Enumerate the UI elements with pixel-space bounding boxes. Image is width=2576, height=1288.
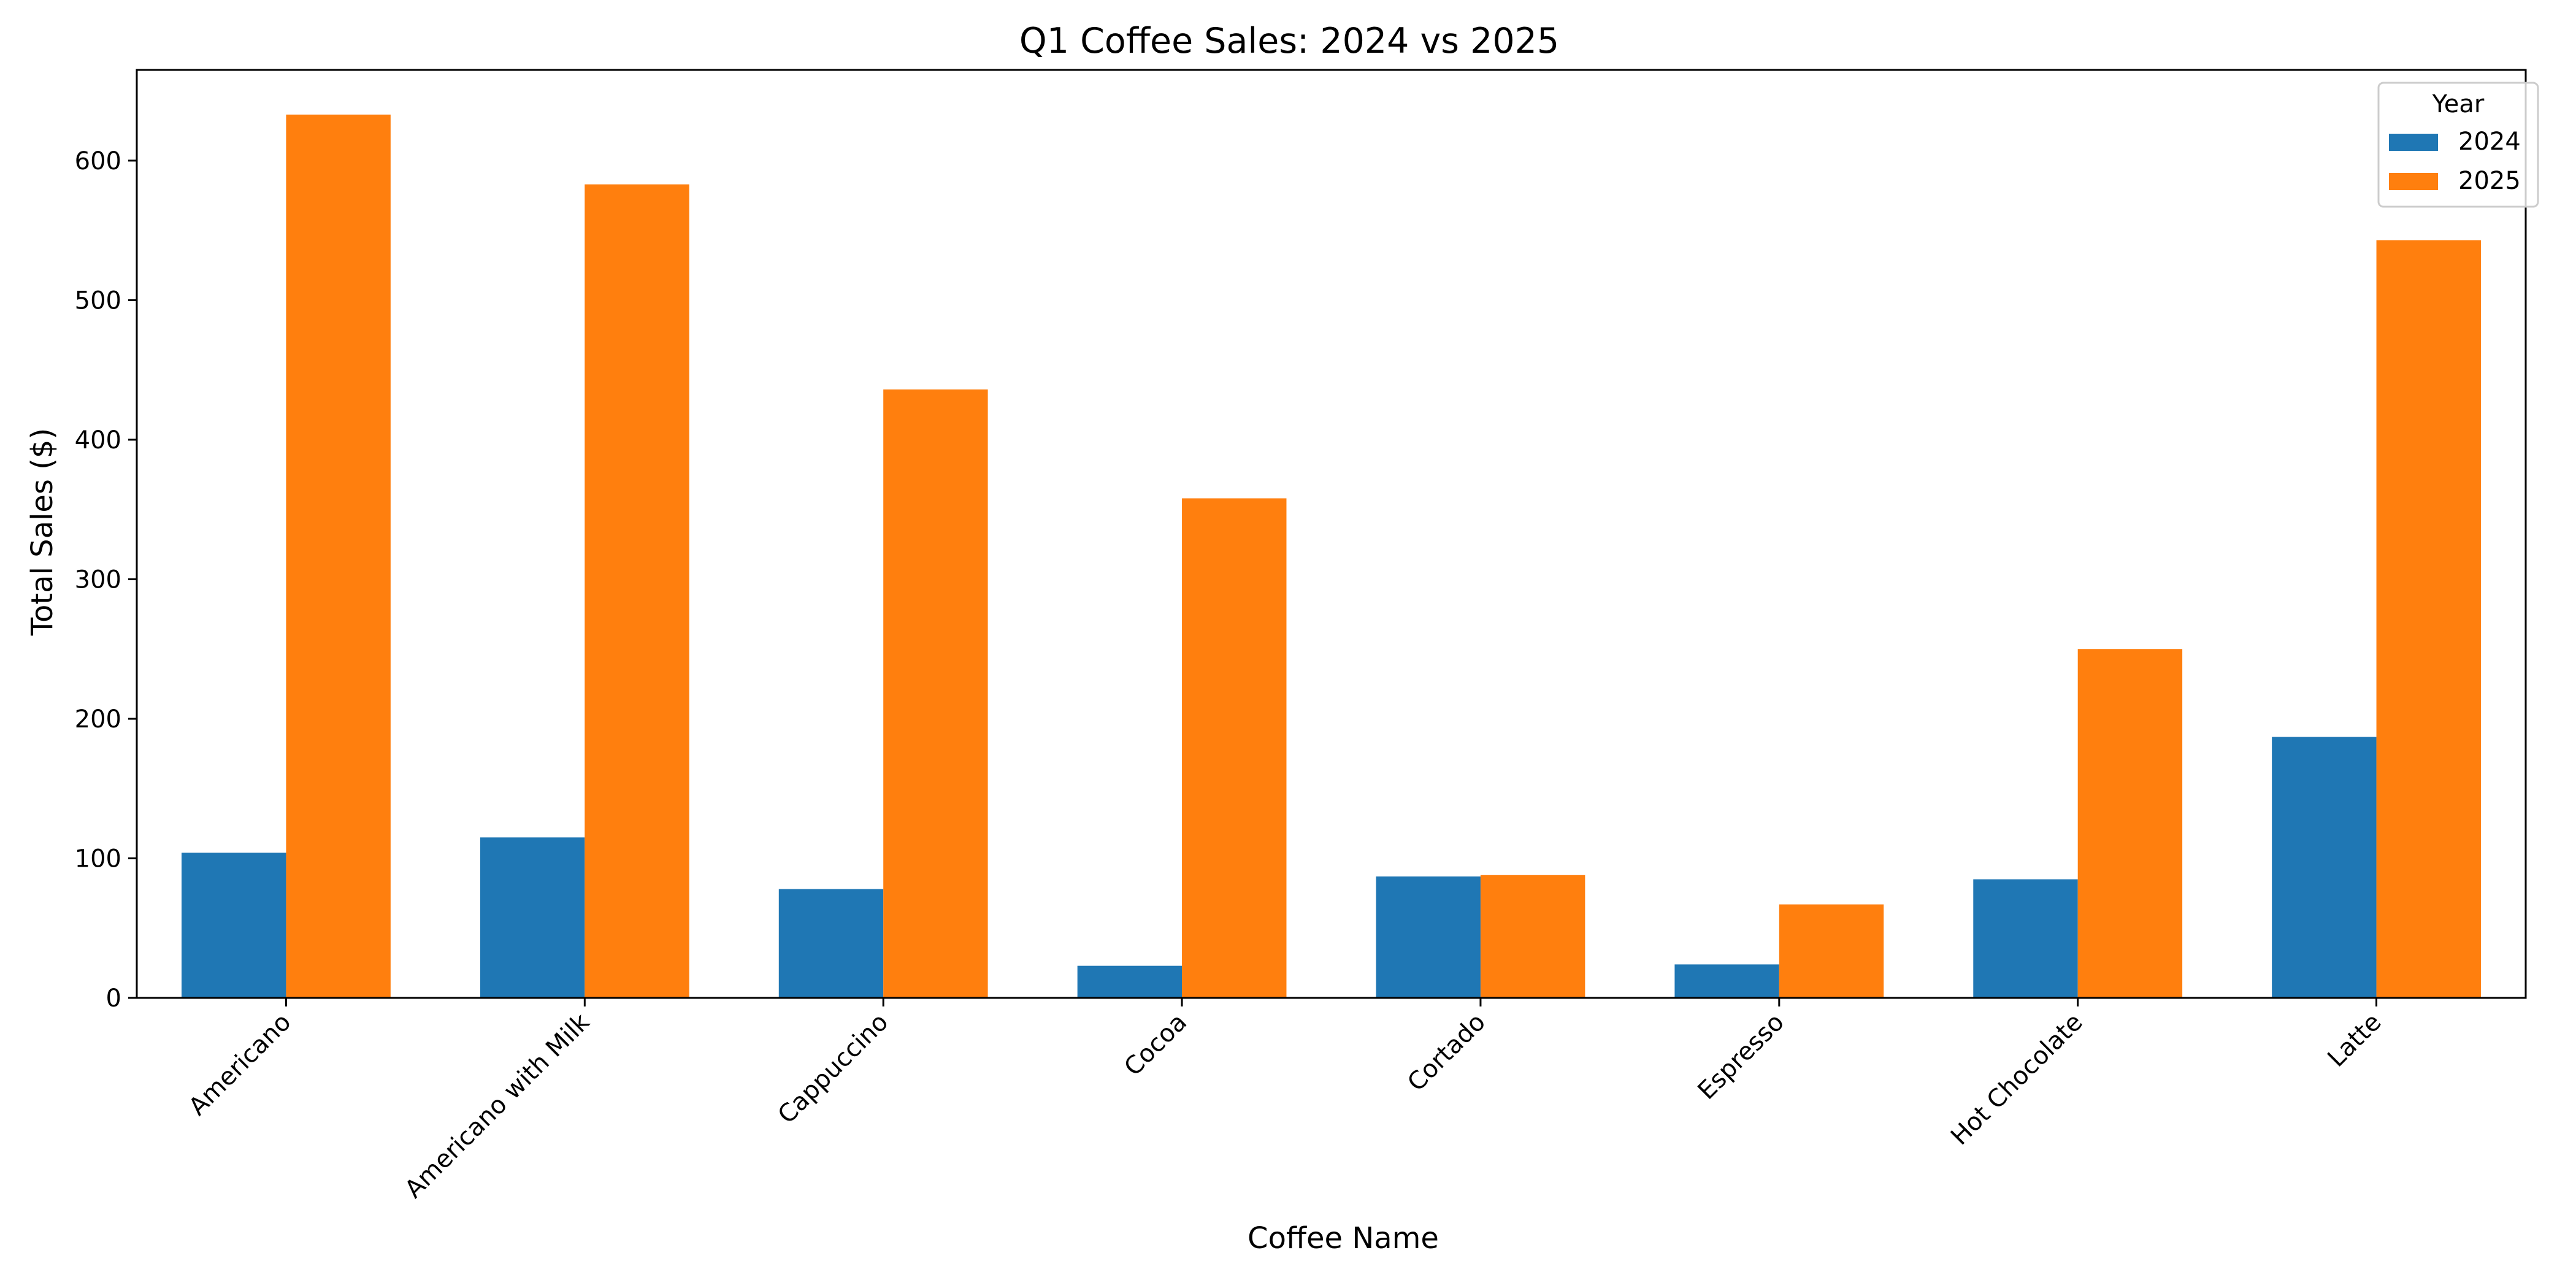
bar-2025-4 (1480, 875, 1585, 998)
bar-2024-7 (2272, 737, 2377, 998)
y-axis: 0 100 200 300 400 500 600 (75, 147, 137, 1013)
y-tick-label: 0 (106, 984, 121, 1013)
bar-2024-3 (1077, 965, 1183, 998)
chart-title: Q1 Coffee Sales: 2024 vs 2025 (1019, 21, 1559, 61)
legend-swatch-2024 (2389, 134, 2438, 151)
bar-2024-5 (1674, 964, 1779, 998)
legend-label-2025: 2025 (2458, 167, 2521, 195)
y-tick-label: 100 (75, 845, 121, 873)
bars (182, 114, 2481, 998)
y-tick-label: 400 (75, 426, 121, 454)
bar-2025-1 (585, 184, 689, 998)
legend-label-2024: 2024 (2458, 128, 2521, 156)
plot-frame (136, 69, 2527, 999)
y-axis-label: Total Sales ($) (25, 428, 59, 636)
legend-items: 2024 2025 (2389, 128, 2521, 195)
legend-swatch-2025 (2389, 173, 2438, 190)
y-tick-label: 500 (75, 286, 121, 315)
bar-2024-1 (480, 837, 585, 998)
x-axis-label: Coffee Name (1248, 1221, 1439, 1255)
bar-2024-4 (1376, 876, 1481, 998)
bar-2025-6 (2077, 649, 2183, 998)
bar-2025-7 (2376, 240, 2481, 998)
y-tick-label: 600 (75, 147, 121, 175)
y-tick-label: 300 (75, 565, 121, 594)
bar-2025-5 (1779, 904, 1884, 998)
plot-area (136, 69, 2527, 999)
bar-2025-2 (883, 389, 988, 998)
bar-2024-6 (1973, 879, 2078, 998)
bar-2025-0 (286, 114, 391, 998)
legend-title: Year (2432, 90, 2485, 118)
bar-2024-0 (182, 853, 286, 998)
legend: Year 2024 2025 (2377, 82, 2539, 208)
bar-2024-2 (778, 889, 884, 998)
bar-2025-3 (1182, 498, 1287, 998)
y-tick-label: 200 (75, 705, 121, 734)
